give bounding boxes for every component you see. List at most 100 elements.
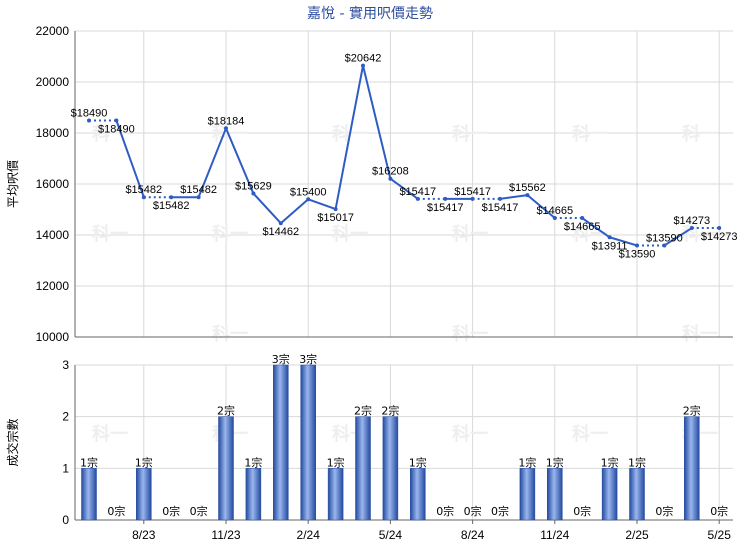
price-point (525, 193, 530, 198)
price-line-segment (225, 127, 255, 194)
count-data-label: 1宗 (518, 455, 536, 469)
watermark: 科一 (452, 123, 488, 145)
x-tick-label: 8/24 (461, 528, 485, 542)
price-data-label: $15017 (317, 212, 354, 224)
count-bar (410, 468, 426, 521)
price-data-label: $15482 (125, 184, 162, 196)
price-point (662, 243, 667, 248)
price-data-label: $13911 (592, 240, 628, 252)
x-tick-label: 2/25 (625, 528, 649, 542)
price-data-label: $14462 (262, 226, 299, 238)
price-point (717, 226, 722, 231)
count-data-label: 0宗 (491, 504, 509, 518)
price-line-segment (307, 198, 336, 211)
price-point (498, 196, 502, 201)
x-tick-label: 5/25 (708, 528, 732, 542)
chart-title: 嘉悅 - 實用呎價走勢 (307, 5, 433, 22)
watermark: 科一 (452, 323, 488, 345)
count-data-label: 1宗 (628, 455, 646, 469)
price-line-segment (115, 120, 145, 198)
x-tick-label: 11/24 (540, 528, 569, 542)
price-data-label: $15417 (454, 186, 491, 198)
price-line-segment (609, 236, 638, 247)
price-data-label: $15400 (290, 186, 327, 198)
price-point (224, 126, 228, 131)
price-data-label: $14273 (673, 215, 710, 227)
count-data-label: 1宗 (409, 455, 427, 469)
watermark: 科一 (212, 223, 248, 245)
count-bar (136, 468, 152, 521)
price-point (114, 118, 119, 123)
watermark: 科一 (92, 223, 128, 245)
count-bar (519, 468, 536, 521)
line-y-axis-label: 平均呎價 (6, 160, 20, 208)
watermark: 科一 (682, 123, 718, 145)
x-tick-label: 2/24 (297, 528, 321, 542)
count-bar (629, 468, 645, 521)
count-bar (218, 416, 234, 521)
count-data-label: 2宗 (217, 404, 235, 418)
price-point (388, 176, 393, 181)
price-point (361, 63, 365, 68)
price-data-label: $16208 (372, 166, 409, 178)
count-data-label: 2宗 (354, 404, 372, 418)
price-point (306, 197, 311, 202)
price-point (415, 196, 420, 201)
watermark: 科一 (572, 223, 608, 245)
price-point (552, 216, 557, 221)
line-y-tick-label: 18000 (36, 126, 70, 140)
price-point (278, 221, 283, 226)
count-data-label: 2宗 (381, 404, 399, 418)
price-line-segment (581, 217, 611, 239)
bar-y-tick-label: 1 (62, 461, 69, 475)
price-data-label: $18184 (208, 115, 245, 127)
count-bar (684, 416, 700, 521)
price-data-label: $13590 (619, 248, 656, 260)
watermark: 科一 (682, 323, 718, 345)
count-bar (601, 468, 618, 521)
price-line-segment (334, 65, 364, 210)
line-y-tick-label: 22000 (36, 24, 70, 38)
line-y-tick-label: 20000 (36, 75, 70, 89)
bar-y-axis-label: 成交宗數 (5, 418, 20, 466)
count-data-label: 0宗 (436, 504, 454, 518)
price-point (580, 216, 585, 221)
count-bar (245, 468, 262, 521)
price-point (251, 191, 256, 196)
line-y-tick-label: 16000 (36, 177, 70, 191)
price-line-segment (389, 177, 419, 200)
count-data-label: 0宗 (107, 504, 125, 518)
price-data-label: $14273 (701, 231, 738, 243)
price-line-segment (197, 127, 227, 198)
price-line-segment (499, 194, 528, 200)
price-data-label: $14665 (564, 221, 601, 233)
count-bar (300, 364, 316, 521)
count-bar (382, 416, 399, 521)
count-data-label: 3宗 (272, 352, 290, 366)
price-line-segment (526, 194, 556, 219)
price-point (196, 195, 201, 200)
price-point (689, 226, 694, 231)
price-data-label: $18490 (98, 124, 135, 136)
price-point (635, 243, 639, 248)
x-tick-label: 8/23 (132, 528, 156, 542)
price-line-segment (252, 192, 282, 224)
price-point (333, 207, 338, 212)
line-y-tick-label: 10000 (36, 330, 70, 344)
count-data-label: 0宗 (190, 504, 208, 518)
count-data-label: 0宗 (464, 504, 482, 518)
count-bar (81, 468, 97, 521)
watermark: 科一 (452, 423, 488, 445)
count-data-label: 1宗 (80, 455, 98, 469)
line-y-tick-label: 14000 (36, 228, 70, 242)
price-point (169, 195, 174, 200)
price-data-label: $15562 (509, 182, 546, 194)
watermark: 科一 (452, 223, 488, 245)
price-data-label: $14665 (536, 205, 573, 217)
count-data-label: 0宗 (162, 504, 180, 518)
count-bar (273, 364, 289, 521)
bar-y-tick-label: 2 (62, 410, 69, 424)
price-data-label: $15629 (235, 180, 272, 192)
